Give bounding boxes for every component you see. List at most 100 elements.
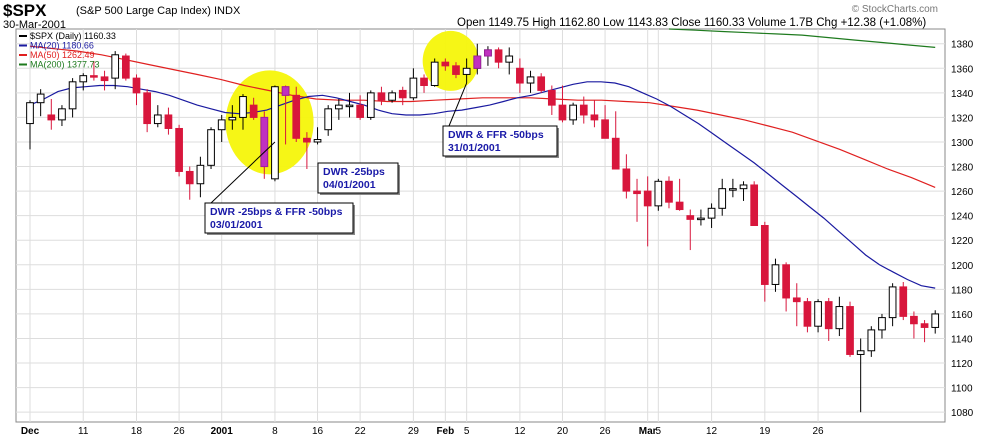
candle-body <box>324 108 333 131</box>
candle-body <box>547 89 556 106</box>
x-tick-label: 5 <box>464 426 470 437</box>
index-name: (S&P 500 Large Cap Index) INDX <box>76 5 241 17</box>
candle-body <box>707 207 716 219</box>
high-value: 1162.80 <box>559 17 600 29</box>
annotation-box <box>204 202 354 234</box>
candle-body <box>462 67 471 75</box>
candle-body <box>239 96 247 118</box>
candle-body <box>558 104 567 121</box>
candle-body <box>313 139 322 143</box>
x-tick-label: 11 <box>78 426 89 437</box>
annotation-box <box>442 125 558 157</box>
ohlc-readout: Open 1149.75 High 1162.80 Low 1143.83 Cl… <box>457 17 926 29</box>
y-tick-label: 1320 <box>951 113 974 124</box>
candle-body <box>931 313 940 328</box>
candle-body <box>377 92 386 101</box>
candle-body <box>58 108 66 121</box>
y-tick-label: 1300 <box>951 138 974 149</box>
legend-label: $SPX (Daily) 1160.33 <box>30 31 116 41</box>
y-tick-label: 1280 <box>951 163 974 174</box>
candle-body <box>153 114 162 125</box>
candle-body <box>910 315 918 325</box>
change-label: Chg <box>816 17 838 29</box>
legend-label: MA(20) 1180.66 <box>30 41 94 51</box>
candle-body <box>68 81 77 110</box>
candle-body <box>47 114 56 121</box>
candle-body <box>835 306 844 330</box>
x-tick-label: 12 <box>706 426 718 437</box>
y-tick-label: 1340 <box>951 89 974 100</box>
legend-label: MA(50) 1262.49 <box>30 50 95 60</box>
candle-body <box>590 114 599 121</box>
y-tick-label: 1260 <box>951 187 974 198</box>
candle-body <box>207 129 215 166</box>
candle-body <box>505 55 514 63</box>
y-tick-label: 1140 <box>951 334 973 345</box>
high-label: High <box>532 17 556 29</box>
chart-date: 30-Mar-2001 <box>3 19 66 31</box>
x-tick-label: 2001 <box>211 426 234 437</box>
x-tick-label: 22 <box>355 426 367 437</box>
x-tick-label: 18 <box>131 426 143 437</box>
ma50-line <box>29 45 936 188</box>
candle-body <box>814 301 822 327</box>
candle-body <box>132 77 141 94</box>
candle-body <box>334 104 343 110</box>
x-tick-label: 26 <box>174 426 186 437</box>
volume-label: Volume <box>747 17 787 29</box>
x-tick-label: Mar <box>639 426 657 437</box>
candle-body <box>633 190 641 195</box>
candle-body <box>516 67 524 84</box>
candle-body <box>611 137 620 170</box>
candle-body <box>111 54 120 79</box>
candle-body <box>899 286 908 317</box>
candle-body <box>366 92 375 118</box>
candle-body <box>771 264 780 285</box>
y-tick-label: 1100 <box>951 384 973 395</box>
y-tick-label: 1120 <box>951 359 973 370</box>
close-label: Close <box>671 17 701 29</box>
y-tick-label: 1220 <box>951 236 974 247</box>
low-label: Low <box>603 17 625 29</box>
annotation-text: DWR -25bps & FFR -50bps <box>210 206 343 218</box>
candle-body <box>579 104 588 116</box>
x-tick-label: 5 <box>656 426 662 437</box>
x-tick-label: 16 <box>312 426 324 437</box>
candle-body <box>292 94 301 139</box>
candle-body <box>345 104 354 108</box>
candle-body <box>217 119 226 131</box>
x-tick-label: 26 <box>813 426 825 437</box>
candle-body <box>420 77 428 86</box>
ticker-symbol: $SPX <box>3 1 47 20</box>
candle-body <box>750 184 759 227</box>
candle-body <box>739 184 748 190</box>
candle-body <box>569 104 577 121</box>
chart-header: $SPX (S&P 500 Large Cap Index) INDX 30-M… <box>0 0 990 38</box>
annotation-text: DWR & FFR -50bps <box>448 129 544 141</box>
candle-body <box>920 323 929 328</box>
candle-body <box>675 201 684 211</box>
candle-body <box>249 104 258 118</box>
watermark: © StockCharts.com <box>851 4 938 15</box>
candle-body <box>79 75 88 83</box>
candle-body <box>36 93 45 104</box>
y-tick-label: 1240 <box>951 212 974 223</box>
candle-body <box>665 180 673 203</box>
plot-frame <box>15 28 946 423</box>
candle-body-highlight <box>484 49 492 57</box>
event-highlight <box>225 70 314 175</box>
x-tick-label: 12 <box>514 426 526 437</box>
open-value: 1149.75 <box>488 17 530 29</box>
ma20-line <box>29 81 936 289</box>
candle-body <box>196 164 205 185</box>
candle-body <box>100 76 109 82</box>
candle-body <box>185 170 194 185</box>
candle-body <box>271 86 279 180</box>
annotation-pointer <box>448 82 468 127</box>
candle-body <box>388 92 396 101</box>
candle-body <box>760 225 769 285</box>
x-tick-label: 19 <box>759 426 771 437</box>
annotation-box <box>317 162 399 194</box>
candle-body-highlight <box>260 116 269 168</box>
